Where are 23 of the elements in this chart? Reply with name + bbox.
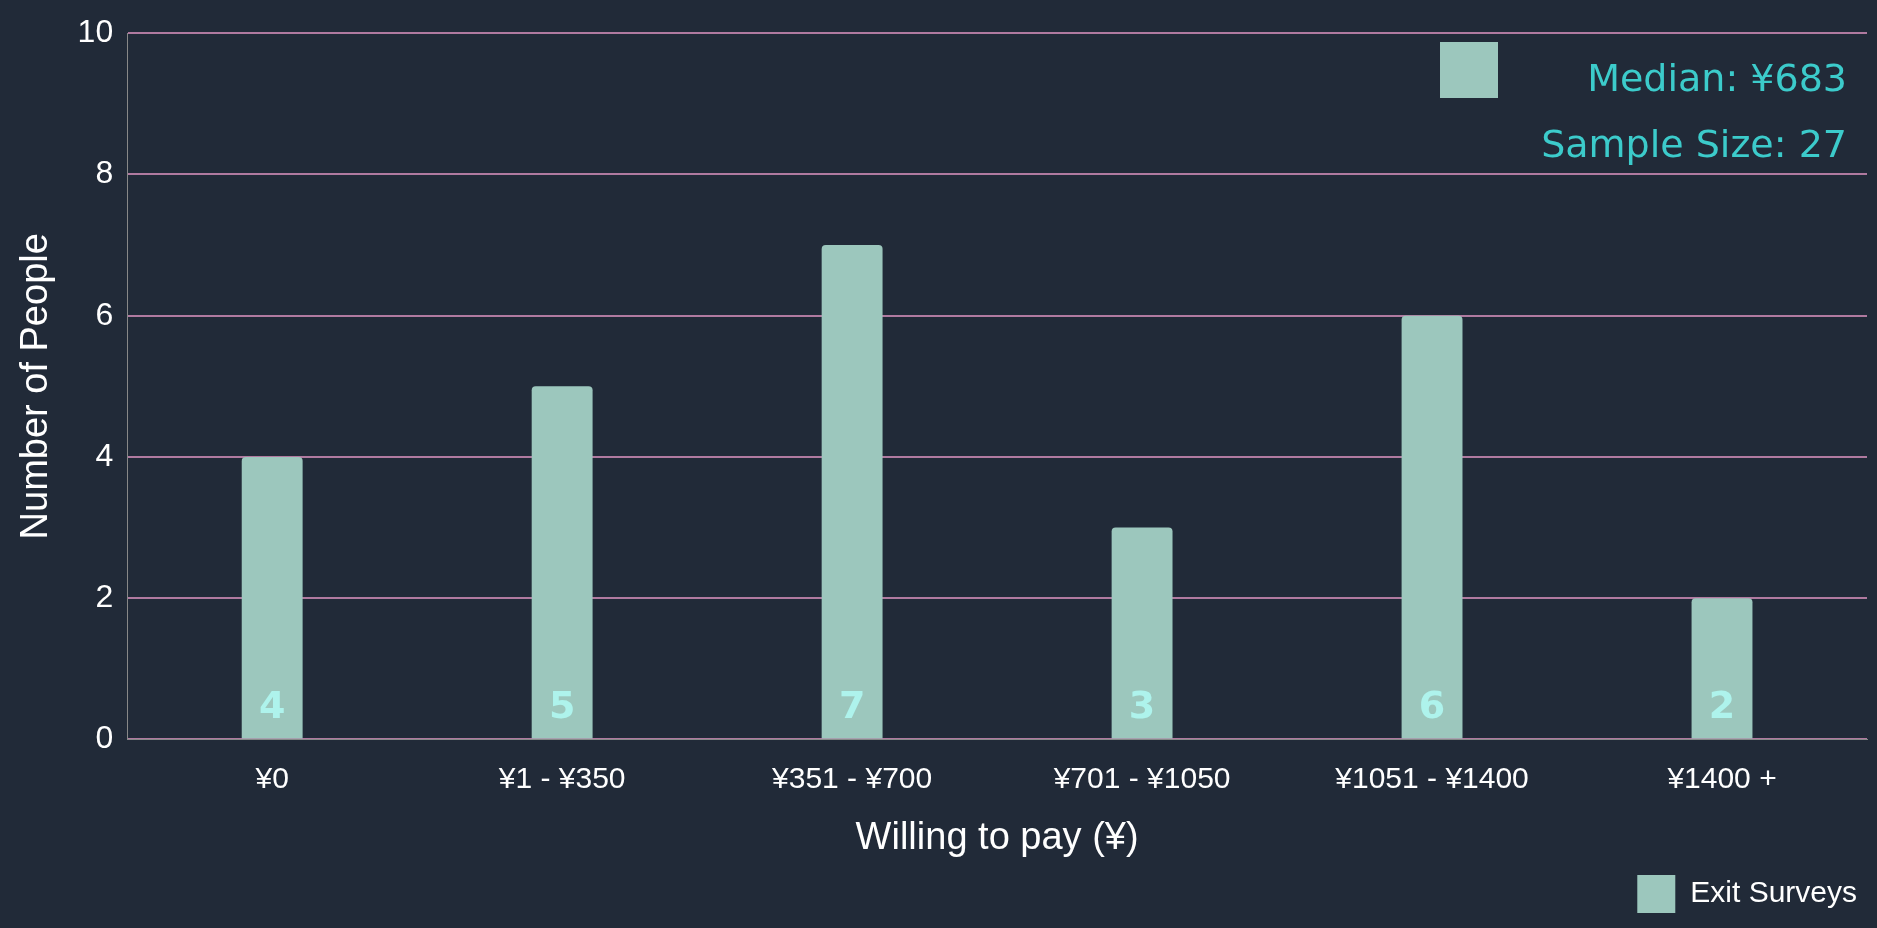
bar (1111, 527, 1173, 739)
y-tick-label: 8 (95, 154, 114, 191)
bar (821, 245, 883, 739)
y-tick-label: 0 (95, 719, 114, 756)
bar (531, 386, 593, 739)
bar (1401, 315, 1463, 739)
bar (1691, 598, 1753, 739)
y-tick-label: 6 (95, 295, 114, 332)
y-axis-title: Number of People (13, 233, 56, 540)
x-tick-label: ¥1051 - ¥1400 (1334, 760, 1529, 794)
annotation: Sample Size: 27 (1541, 122, 1847, 167)
legend-label: Exit Surveys (1690, 875, 1857, 909)
y-tick-label: 4 (95, 436, 114, 473)
x-tick-label: ¥701 - ¥1050 (1052, 760, 1231, 794)
x-tick-label: ¥1400 + (1666, 760, 1777, 794)
x-axis-title: Willing to pay (¥) (855, 814, 1139, 857)
bar (241, 456, 303, 739)
y-tick-label: 2 (95, 577, 114, 614)
x-tick-label: ¥1 - ¥350 (497, 760, 626, 794)
y-tick-label: 10 (77, 13, 114, 50)
x-tick-label: ¥351 - ¥700 (771, 760, 933, 794)
x-tick-label: ¥0 (254, 760, 289, 794)
annotation: Median: ¥683 (1587, 56, 1847, 101)
